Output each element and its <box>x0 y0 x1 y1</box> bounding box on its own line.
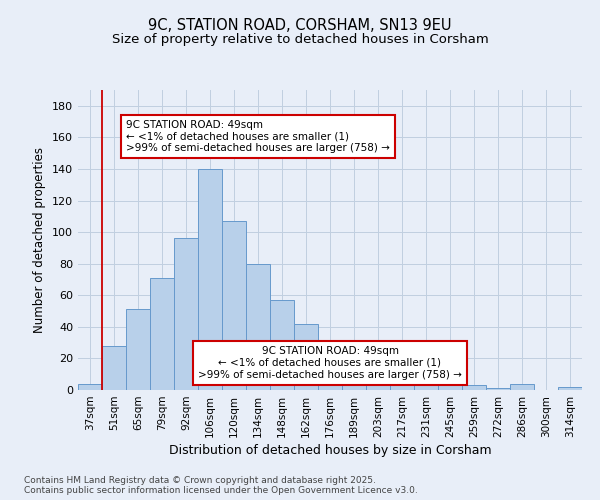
Bar <box>174 238 198 390</box>
Bar <box>366 350 390 390</box>
X-axis label: Distribution of detached houses by size in Corsham: Distribution of detached houses by size … <box>169 444 491 457</box>
Bar <box>558 387 582 390</box>
Bar <box>246 264 270 390</box>
Text: 9C STATION ROAD: 49sqm
← <1% of detached houses are smaller (1)
>99% of semi-det: 9C STATION ROAD: 49sqm ← <1% of detached… <box>126 120 390 153</box>
Text: 9C, STATION ROAD, CORSHAM, SN13 9EU: 9C, STATION ROAD, CORSHAM, SN13 9EU <box>148 18 452 32</box>
Bar <box>294 324 318 390</box>
Y-axis label: Number of detached properties: Number of detached properties <box>34 147 46 333</box>
Bar <box>78 384 102 390</box>
Text: Size of property relative to detached houses in Corsham: Size of property relative to detached ho… <box>112 32 488 46</box>
Bar <box>414 378 438 390</box>
Bar <box>318 342 342 390</box>
Text: Contains HM Land Registry data © Crown copyright and database right 2025.
Contai: Contains HM Land Registry data © Crown c… <box>24 476 418 495</box>
Bar <box>102 346 126 390</box>
Bar <box>390 372 414 390</box>
Bar <box>222 221 246 390</box>
Bar <box>510 384 534 390</box>
Bar <box>342 342 366 390</box>
Bar <box>150 278 174 390</box>
Bar <box>126 310 150 390</box>
Bar <box>462 386 486 390</box>
Bar <box>486 388 510 390</box>
Text: 9C STATION ROAD: 49sqm
← <1% of detached houses are smaller (1)
>99% of semi-det: 9C STATION ROAD: 49sqm ← <1% of detached… <box>198 346 462 380</box>
Bar <box>438 380 462 390</box>
Bar <box>198 169 222 390</box>
Bar <box>270 300 294 390</box>
